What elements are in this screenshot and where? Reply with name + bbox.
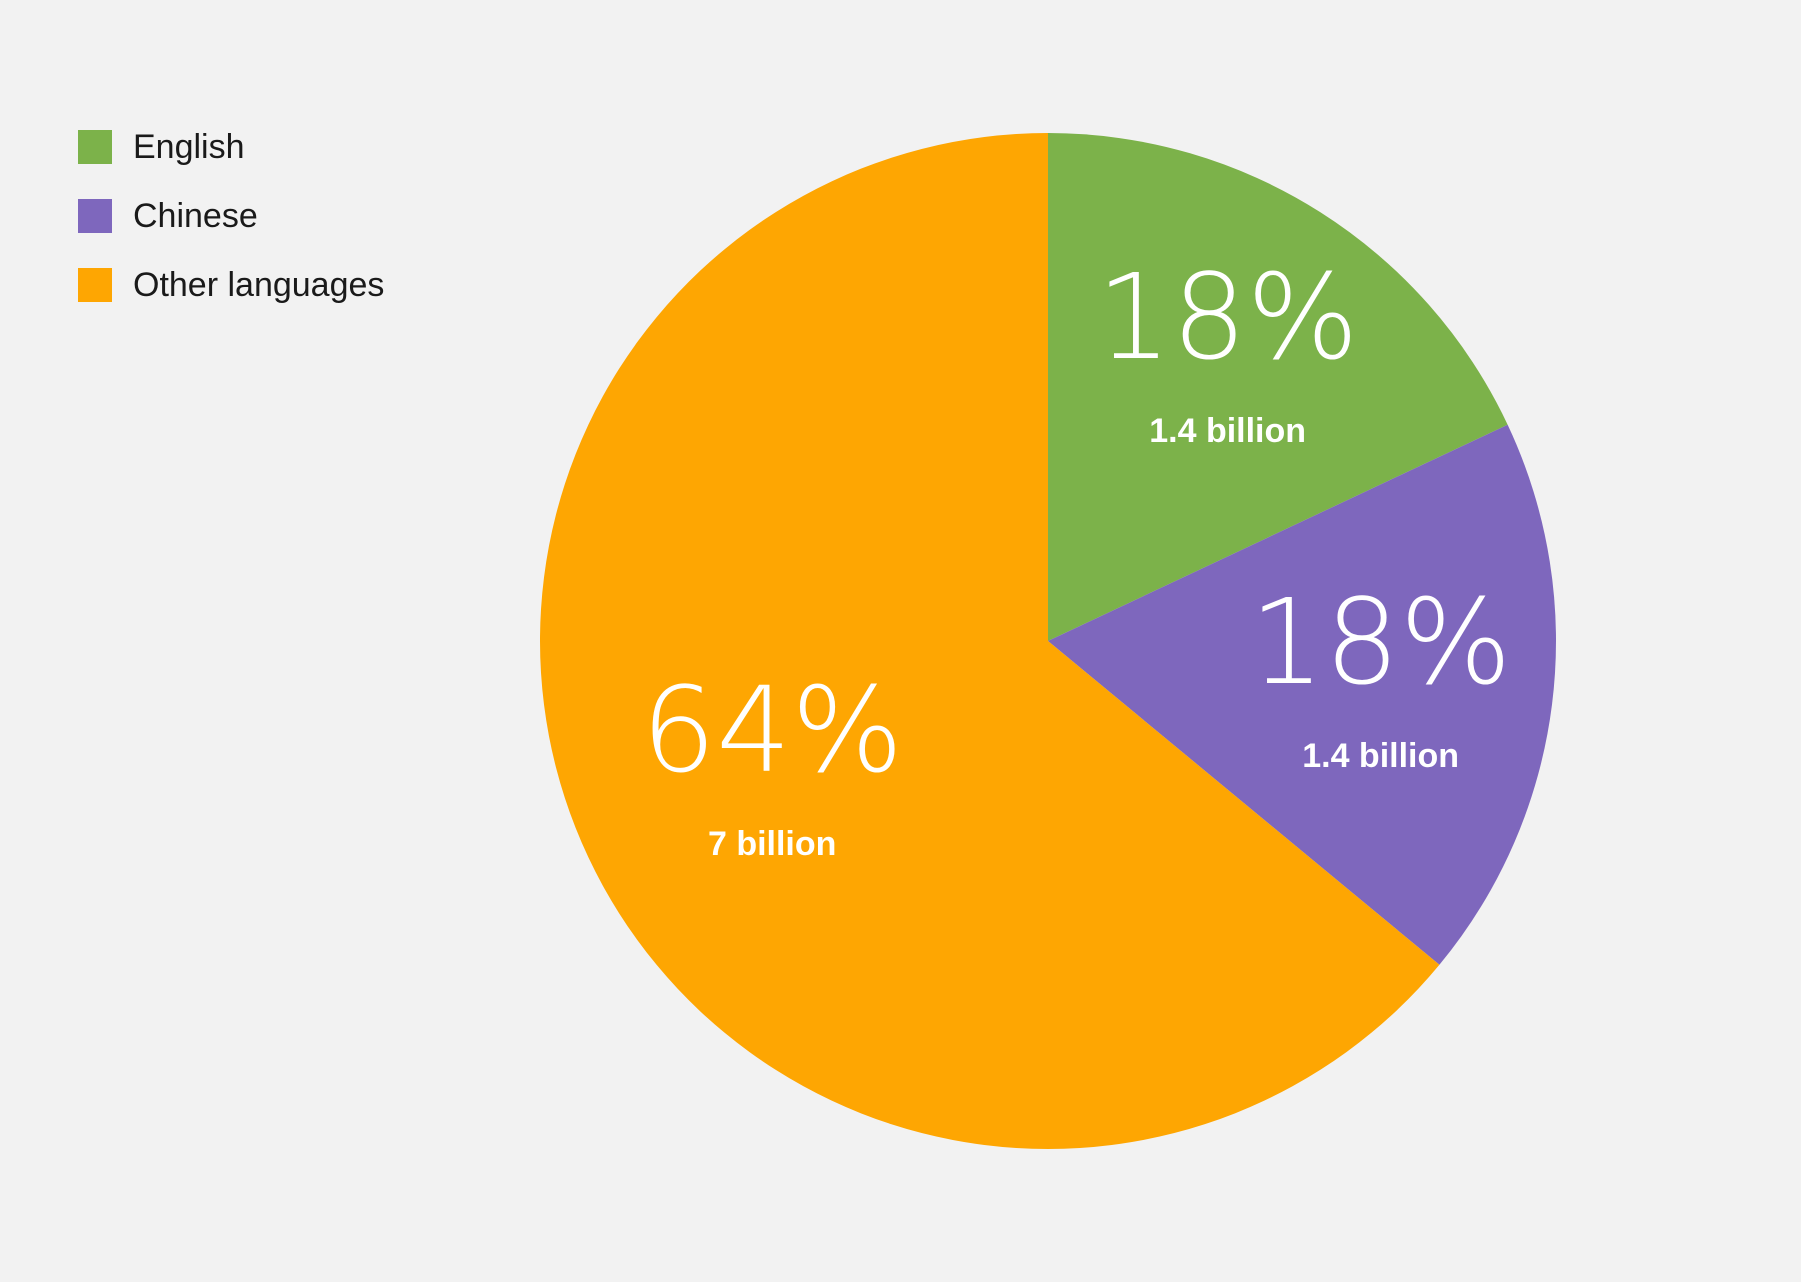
value-label-chinese: 1.4 billion bbox=[1302, 737, 1459, 775]
percent-label-english: 18% bbox=[1097, 248, 1359, 386]
pie-labels: 18% 1.4 billion 18% 1.4 billion 64% 7 billion bbox=[641, 248, 1512, 863]
value-label-other-languages: 7 billion bbox=[708, 825, 836, 863]
legend-item-english: English bbox=[78, 127, 384, 166]
legend-item-other-languages: Other languages bbox=[78, 265, 385, 304]
legend-label-english: English bbox=[133, 127, 245, 166]
legend-swatch-chinese bbox=[78, 199, 112, 233]
legend-label-other-languages: Other languages bbox=[133, 265, 385, 304]
pie-slice-english bbox=[1048, 133, 1508, 641]
pie-slice-other-languages bbox=[539, 133, 1440, 1149]
pie-slice-chinese bbox=[1048, 424, 1556, 965]
pie-slices bbox=[539, 133, 1556, 1149]
percent-label-other-languages: 64% bbox=[641, 661, 903, 799]
legend: English Chinese Other languages bbox=[78, 127, 385, 337]
value-label-english: 1.4 billion bbox=[1149, 412, 1306, 450]
legend-label-chinese: Chinese bbox=[133, 196, 258, 235]
legend-item-chinese: Chinese bbox=[78, 196, 384, 235]
percent-label-chinese: 18% bbox=[1249, 573, 1511, 711]
legend-swatch-english bbox=[78, 130, 112, 164]
legend-swatch-other-languages bbox=[78, 268, 112, 302]
